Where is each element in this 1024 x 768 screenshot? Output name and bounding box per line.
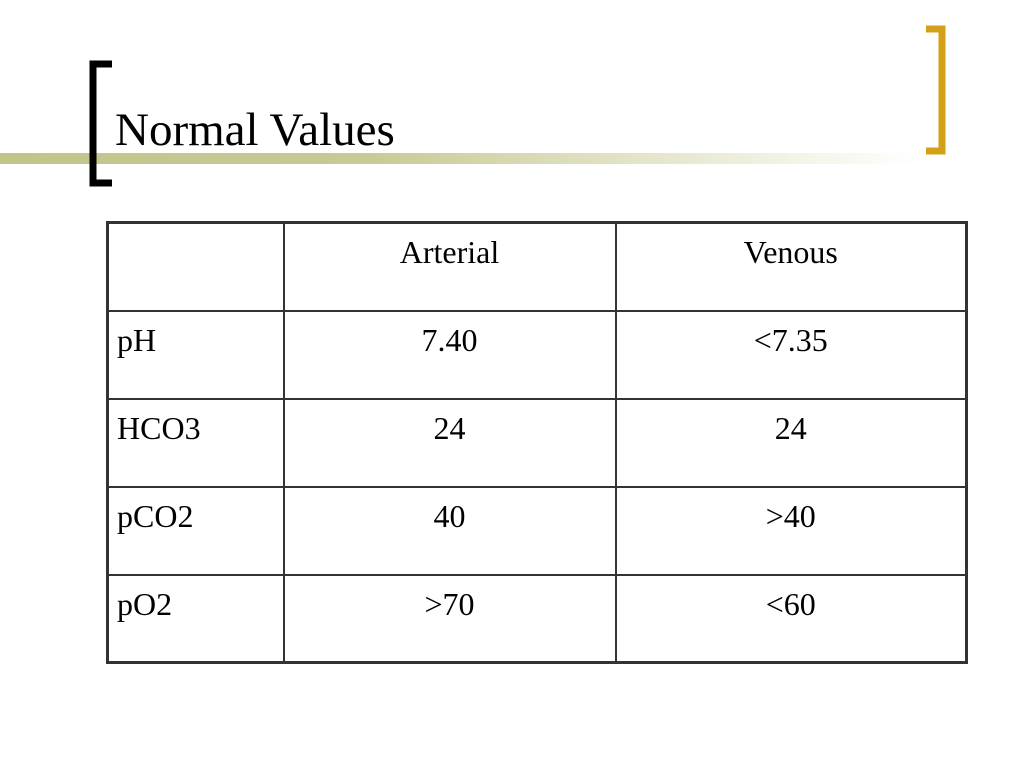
table-cell: 24 xyxy=(282,397,617,488)
table-cell: >70 xyxy=(282,573,617,664)
values-table: Arterial Venous pH 7.40 <7.35 HCO3 24 24 pCO2 40 >… xyxy=(106,221,968,664)
table-cell: 7.40 xyxy=(282,309,617,400)
table-cell xyxy=(106,221,285,312)
table-cell: pH xyxy=(106,309,285,400)
table-row: Arterial Venous xyxy=(106,221,968,312)
left-bracket xyxy=(89,60,112,187)
table-body: Arterial Venous pH 7.40 <7.35 HCO3 24 24 pCO2 40 >… xyxy=(106,221,968,664)
table-row: pO2 >70 <60 xyxy=(106,573,968,664)
slide-title: Normal Values xyxy=(115,104,395,156)
table-cell: pCO2 xyxy=(106,485,285,576)
table-cell: >40 xyxy=(614,485,968,576)
table-row: HCO3 24 24 xyxy=(106,397,968,488)
table-cell: <7.35 xyxy=(614,309,968,400)
table-cell: pO2 xyxy=(106,573,285,664)
table-row: pCO2 40 >40 xyxy=(106,485,968,576)
table-cell: <60 xyxy=(614,573,968,664)
right-bracket xyxy=(926,25,946,155)
table-cell: Venous xyxy=(614,221,968,312)
table-cell: Arterial xyxy=(282,221,617,312)
table-row: pH 7.40 <7.35 xyxy=(106,309,968,400)
table-cell: 24 xyxy=(614,397,968,488)
accent-bar xyxy=(0,153,920,164)
table-cell: HCO3 xyxy=(106,397,285,488)
table-cell: 40 xyxy=(282,485,617,576)
